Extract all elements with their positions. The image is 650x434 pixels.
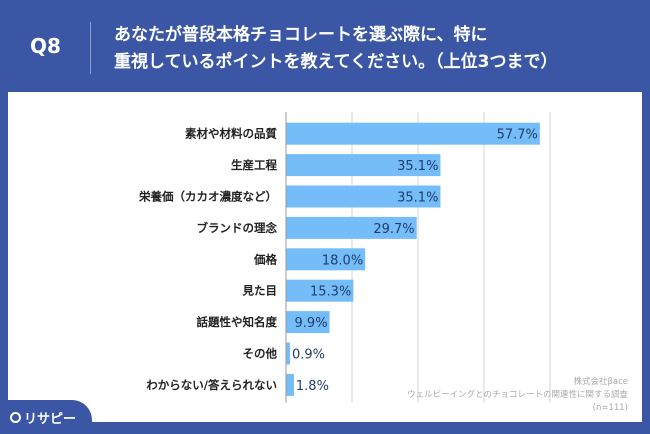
source-note: 株式会社βace ウェルビーイングとのチョコレートの関連性に関する調査 (n=1… <box>407 376 628 415</box>
category-label: その他 <box>243 347 278 361</box>
value-label: 35.1% <box>397 191 438 206</box>
question-title: あなたが普段本格チョコレートを選ぶ際に、特に 重視しているポイントを教えてくださ… <box>114 22 557 76</box>
pin-icon <box>10 412 21 423</box>
category-label: ブランドの理念 <box>197 221 278 235</box>
value-label: 0.9% <box>292 348 325 363</box>
category-label: 価格 <box>253 252 277 266</box>
bar <box>286 248 366 271</box>
source-company: 株式会社βace <box>573 377 628 387</box>
value-label: 57.7% <box>497 128 538 143</box>
title-line-2: 重視しているポイントを教えてください。（上位3つまで） <box>114 52 558 72</box>
category-label: わからない/答えられない <box>146 378 277 392</box>
value-label: 9.9% <box>295 316 328 331</box>
bar <box>286 373 294 396</box>
value-label: 35.1% <box>397 159 438 174</box>
category-label: 話題性や知名度 <box>197 315 278 329</box>
bar <box>286 279 354 302</box>
category-label: 見た目 <box>242 284 278 298</box>
question-number: Q8 <box>30 34 61 58</box>
value-label: 15.3% <box>310 285 351 300</box>
bar <box>286 311 330 334</box>
value-label: 29.7% <box>373 222 414 237</box>
value-label: 18.0% <box>322 253 363 268</box>
source-survey: ウェルビーイングとのチョコレートの関連性に関する調査 <box>407 390 628 400</box>
value-label: 1.8% <box>296 379 329 394</box>
bar <box>286 185 441 208</box>
bar <box>286 216 417 239</box>
bar <box>286 342 290 365</box>
title-line-1: あなたが普段本格チョコレートを選ぶ際に、特に <box>114 25 488 45</box>
bar <box>286 154 441 177</box>
logo-text: リサピー <box>24 412 77 427</box>
category-label: 栄養価（カカオ濃度など） <box>138 190 277 204</box>
logo: リサピー <box>10 408 76 427</box>
divider <box>90 22 91 74</box>
bar <box>286 122 540 145</box>
category-label: 素材や材料の品質 <box>185 127 277 141</box>
category-label: 生産工程 <box>231 158 277 172</box>
source-n: (n=111) <box>592 403 628 413</box>
